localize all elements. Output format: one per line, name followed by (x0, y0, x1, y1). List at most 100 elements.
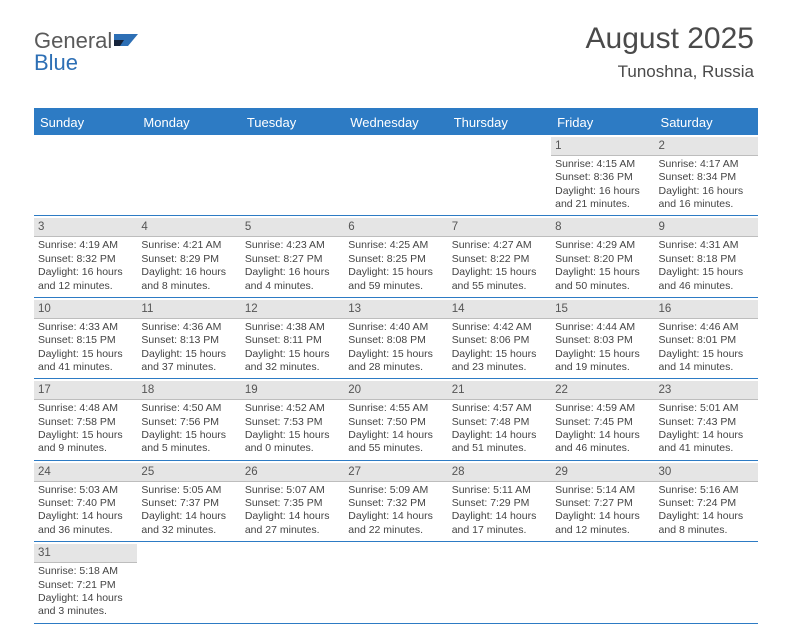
calendar-cell-empty (448, 542, 551, 622)
calendar-cell: 2 Sunrise: 4:17 AMSunset: 8:34 PMDaylight… (655, 135, 758, 215)
weekday-header: Monday (137, 110, 240, 135)
day-number: 5 (241, 218, 344, 237)
sunset-text: Sunset: 7:27 PM (555, 497, 650, 510)
day-number: 31 (34, 544, 137, 563)
sunrise-text: Sunrise: 4:23 AM (245, 239, 340, 252)
calendar-cell: 30Sunrise: 5:16 AMSunset: 7:24 PMDayligh… (655, 461, 758, 541)
daylight-text: Daylight: 14 hours and 17 minutes. (452, 510, 547, 537)
day-number: 8 (551, 218, 654, 237)
calendar-cell-empty (655, 542, 758, 622)
day-number: 29 (551, 463, 654, 482)
sunrise-text: Sunrise: 5:11 AM (452, 484, 547, 497)
calendar-cell-empty (344, 135, 447, 215)
sunrise-text: Sunrise: 5:07 AM (245, 484, 340, 497)
calendar-cell-empty (551, 542, 654, 622)
day-number: 14 (448, 300, 551, 319)
sunrise-text: Sunrise: 5:09 AM (348, 484, 443, 497)
day-number: 20 (344, 381, 447, 400)
daylight-text: Daylight: 14 hours and 46 minutes. (555, 429, 650, 456)
month-title: August 2025 (586, 22, 754, 56)
sunset-text: Sunset: 7:29 PM (452, 497, 547, 510)
calendar-cell: 26Sunrise: 5:07 AMSunset: 7:35 PMDayligh… (241, 461, 344, 541)
calendar-cell: 22Sunrise: 4:59 AMSunset: 7:45 PMDayligh… (551, 379, 654, 459)
daylight-text: Daylight: 15 hours and 23 minutes. (452, 348, 547, 375)
calendar-cell: 12Sunrise: 4:38 AMSunset: 8:11 PMDayligh… (241, 298, 344, 378)
calendar-cell: 28Sunrise: 5:11 AMSunset: 7:29 PMDayligh… (448, 461, 551, 541)
sunset-text: Sunset: 8:25 PM (348, 253, 443, 266)
daylight-text: Daylight: 15 hours and 0 minutes. (245, 429, 340, 456)
sunrise-text: Sunrise: 5:18 AM (38, 565, 133, 578)
sunset-text: Sunset: 7:24 PM (659, 497, 754, 510)
sunrise-text: Sunrise: 4:40 AM (348, 321, 443, 334)
sunset-text: Sunset: 7:56 PM (141, 416, 236, 429)
calendar-cell: 10Sunrise: 4:33 AMSunset: 8:15 PMDayligh… (34, 298, 137, 378)
sunset-text: Sunset: 7:50 PM (348, 416, 443, 429)
daylight-text: Daylight: 16 hours and 16 minutes. (659, 185, 754, 212)
day-number: 17 (34, 381, 137, 400)
sunset-text: Sunset: 8:15 PM (38, 334, 133, 347)
sunrise-text: Sunrise: 4:48 AM (38, 402, 133, 415)
sunrise-text: Sunrise: 4:17 AM (659, 158, 754, 171)
day-number: 22 (551, 381, 654, 400)
calendar-cell: 23Sunrise: 5:01 AMSunset: 7:43 PMDayligh… (655, 379, 758, 459)
day-number: 2 (655, 137, 758, 156)
day-number: 13 (344, 300, 447, 319)
daylight-text: Daylight: 15 hours and 32 minutes. (245, 348, 340, 375)
logo-flag-icon (114, 28, 140, 54)
day-number: 10 (34, 300, 137, 319)
day-number: 3 (34, 218, 137, 237)
sunset-text: Sunset: 8:11 PM (245, 334, 340, 347)
daylight-text: Daylight: 15 hours and 41 minutes. (38, 348, 133, 375)
sunset-text: Sunset: 8:20 PM (555, 253, 650, 266)
day-number: 9 (655, 218, 758, 237)
daylight-text: Daylight: 15 hours and 9 minutes. (38, 429, 133, 456)
day-number: 16 (655, 300, 758, 319)
day-number: 7 (448, 218, 551, 237)
sunrise-text: Sunrise: 4:50 AM (141, 402, 236, 415)
calendar-cell: 5Sunrise: 4:23 AMSunset: 8:27 PMDaylight… (241, 216, 344, 296)
weekday-header-row: SundayMondayTuesdayWednesdayThursdayFrid… (34, 110, 758, 135)
sunset-text: Sunset: 8:34 PM (659, 171, 754, 184)
calendar-grid: SundayMondayTuesdayWednesdayThursdayFrid… (34, 108, 758, 624)
daylight-text: Daylight: 15 hours and 14 minutes. (659, 348, 754, 375)
calendar-cell: 24Sunrise: 5:03 AMSunset: 7:40 PMDayligh… (34, 461, 137, 541)
day-number: 25 (137, 463, 240, 482)
weekday-header: Wednesday (344, 110, 447, 135)
daylight-text: Daylight: 15 hours and 19 minutes. (555, 348, 650, 375)
calendar-cell: 20Sunrise: 4:55 AMSunset: 7:50 PMDayligh… (344, 379, 447, 459)
sunset-text: Sunset: 7:21 PM (38, 579, 133, 592)
weekday-header: Tuesday (241, 110, 344, 135)
calendar-week-row: 3Sunrise: 4:19 AMSunset: 8:32 PMDaylight… (34, 216, 758, 297)
sunset-text: Sunset: 7:40 PM (38, 497, 133, 510)
calendar-cell: 13Sunrise: 4:40 AMSunset: 8:08 PMDayligh… (344, 298, 447, 378)
sunset-text: Sunset: 8:01 PM (659, 334, 754, 347)
calendar-cell: 9Sunrise: 4:31 AMSunset: 8:18 PMDaylight… (655, 216, 758, 296)
calendar-cell: 1Sunrise: 4:15 AMSunset: 8:36 PMDaylight… (551, 135, 654, 215)
sunset-text: Sunset: 8:06 PM (452, 334, 547, 347)
sunset-text: Sunset: 8:32 PM (38, 253, 133, 266)
calendar-cell: 31Sunrise: 5:18 AMSunset: 7:21 PMDayligh… (34, 542, 137, 622)
calendar-cell-empty (241, 542, 344, 622)
sunrise-text: Sunrise: 5:05 AM (141, 484, 236, 497)
sunrise-text: Sunrise: 4:59 AM (555, 402, 650, 415)
calendar-cell: 18Sunrise: 4:50 AMSunset: 7:56 PMDayligh… (137, 379, 240, 459)
sunrise-text: Sunrise: 4:31 AM (659, 239, 754, 252)
sunrise-text: Sunrise: 4:55 AM (348, 402, 443, 415)
daylight-text: Daylight: 16 hours and 4 minutes. (245, 266, 340, 293)
calendar-cell: 6Sunrise: 4:25 AMSunset: 8:25 PMDaylight… (344, 216, 447, 296)
sunrise-text: Sunrise: 4:25 AM (348, 239, 443, 252)
daylight-text: Daylight: 14 hours and 51 minutes. (452, 429, 547, 456)
daylight-text: Daylight: 14 hours and 32 minutes. (141, 510, 236, 537)
calendar-week-row: 24Sunrise: 5:03 AMSunset: 7:40 PMDayligh… (34, 461, 758, 542)
sunrise-text: Sunrise: 5:14 AM (555, 484, 650, 497)
day-number: 4 (137, 218, 240, 237)
sunset-text: Sunset: 7:32 PM (348, 497, 443, 510)
page-header: August 2025 Tunoshna, Russia (586, 22, 754, 82)
sunset-text: Sunset: 7:37 PM (141, 497, 236, 510)
calendar-cell: 11Sunrise: 4:36 AMSunset: 8:13 PMDayligh… (137, 298, 240, 378)
sunrise-text: Sunrise: 4:27 AM (452, 239, 547, 252)
weekday-header: Saturday (655, 110, 758, 135)
sunrise-text: Sunrise: 4:38 AM (245, 321, 340, 334)
daylight-text: Daylight: 14 hours and 8 minutes. (659, 510, 754, 537)
day-number: 30 (655, 463, 758, 482)
